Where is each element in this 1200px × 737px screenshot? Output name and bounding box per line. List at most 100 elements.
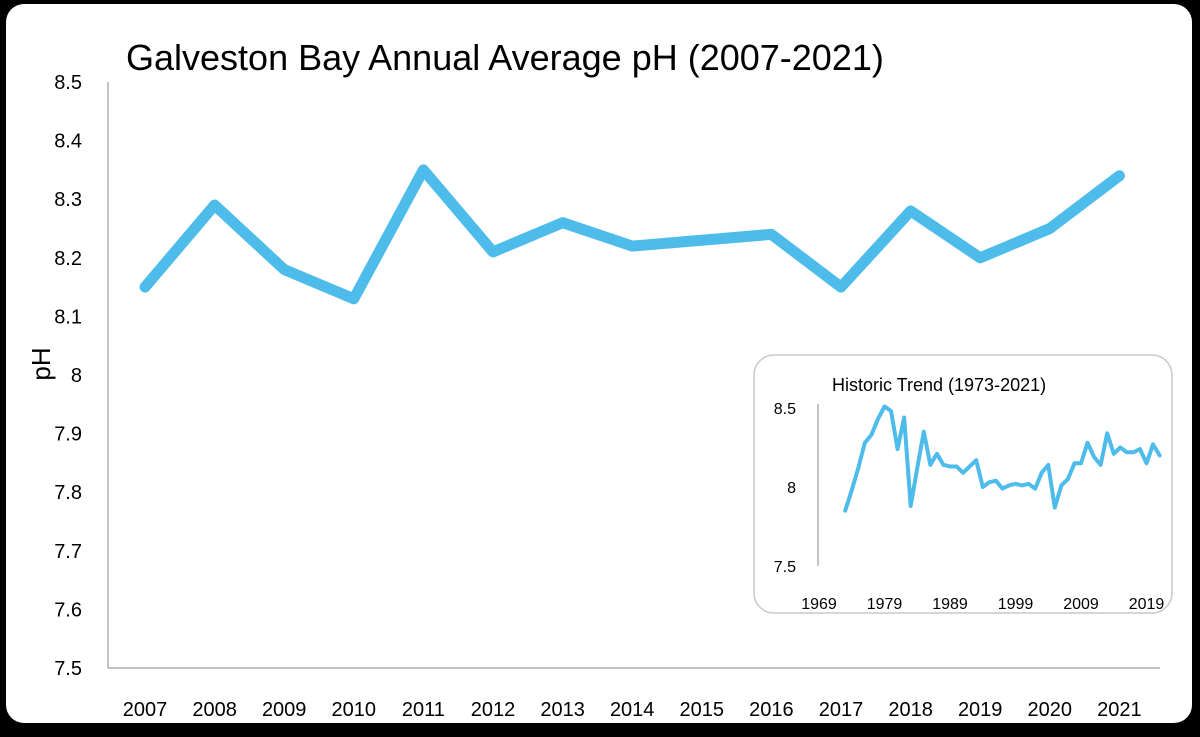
- data-point: [562, 222, 564, 224]
- inset-data-point: [969, 466, 970, 467]
- x-tick-label: 2014: [610, 699, 655, 721]
- inset-x-tick-label: 1999: [998, 596, 1034, 613]
- inset-y-tick-labels: 8.5 8 7.5: [774, 401, 796, 576]
- inset-data-point: [1120, 447, 1121, 448]
- inset-data-point: [1100, 464, 1101, 466]
- data-point: [770, 233, 772, 235]
- inset-data-point: [1139, 448, 1141, 450]
- inset-title: Historic Trend (1973-2021): [832, 375, 1046, 395]
- y-tick-label: 8.1: [54, 306, 82, 328]
- inset-data-point: [877, 418, 879, 420]
- inset-x-tick-label: 1979: [867, 596, 903, 613]
- x-tick-label: 2015: [680, 699, 725, 721]
- inset-x-tick-label: 1969: [801, 596, 837, 613]
- inset-data-point: [1087, 442, 1088, 444]
- x-tick-label: 2011: [402, 699, 445, 721]
- chart-title: Galveston Bay Annual Average pH (2007-20…: [126, 37, 884, 78]
- data-point: [1118, 175, 1120, 177]
- x-tick-label: 2010: [332, 699, 377, 721]
- inset-data-point: [975, 459, 977, 461]
- inset-data-point: [1028, 483, 1029, 485]
- inset-data-point: [1126, 451, 1128, 453]
- inset-data-point: [989, 481, 990, 483]
- inset-data-point: [1106, 432, 1108, 434]
- data-point: [214, 204, 216, 206]
- inset-data-point: [1093, 456, 1095, 458]
- inset-data-point: [1047, 464, 1049, 466]
- y-tick-label: 8.5: [54, 72, 82, 94]
- x-tick-label: 2013: [540, 699, 585, 721]
- inset-data-point: [949, 466, 951, 467]
- x-tick-label: 2018: [888, 699, 933, 721]
- inset-data-point: [1034, 488, 1036, 489]
- data-point: [422, 169, 424, 171]
- data-point: [144, 286, 146, 288]
- x-tick-label: 2016: [749, 699, 794, 721]
- inset-x-tick-label: 2009: [1063, 596, 1099, 613]
- x-tick-labels: 2007 2008 2009 2010 2011 2012 2013 2014 2015 2016…: [123, 699, 1142, 721]
- inset-x-tick-labels: 1969 1979 1989 1999 2009 2019: [801, 596, 1164, 613]
- inset-data-point: [995, 480, 997, 481]
- inset-data-point: [1159, 455, 1160, 456]
- inset-data-point: [890, 410, 892, 412]
- x-tick-label: 2020: [1028, 699, 1073, 721]
- inset-panel: [753, 354, 1173, 614]
- inset-data-point: [903, 417, 905, 418]
- y-tick-label: 8.3: [54, 189, 82, 211]
- data-point: [701, 239, 703, 241]
- inset-data-point: [910, 505, 911, 507]
- x-tick-label: 2007: [123, 699, 168, 721]
- inset-series: [843, 404, 1162, 513]
- inset-data-point: [930, 464, 931, 466]
- x-tick-label: 2021: [1097, 699, 1142, 721]
- y-tick-labels: 8.5 8.4 8.3 8.2 8.1 8 7.9 7.8 7.7 7.6 7.5: [54, 72, 82, 680]
- x-tick-label: 2008: [192, 699, 237, 721]
- inset-data-point: [943, 464, 944, 466]
- x-tick-label: 2017: [819, 699, 864, 721]
- inset-data-point: [897, 448, 898, 450]
- y-tick-label: 8.4: [54, 131, 82, 153]
- inset-data-point: [962, 472, 964, 474]
- data-point: [492, 251, 494, 253]
- y-tick-label: 8.2: [54, 248, 82, 270]
- inset-data-point: [858, 467, 859, 469]
- y-tick-label: 7.9: [54, 424, 82, 446]
- inset-data-point: [844, 510, 846, 512]
- y-tick-label: 7.5: [54, 658, 82, 680]
- inset-y-tick-label: 8: [787, 480, 796, 497]
- y-axis-label: pH: [26, 347, 56, 380]
- y-tick-label: 7.6: [54, 599, 82, 621]
- inset-data-point: [982, 486, 984, 488]
- inset-x-tick-label: 1989: [932, 596, 968, 613]
- data-point: [631, 245, 633, 247]
- inset-data-point: [851, 489, 853, 491]
- inset-data-point: [1054, 507, 1056, 508]
- inset-data-point: [1074, 463, 1075, 464]
- inset-data-point: [936, 453, 938, 455]
- inset-data-point: [1152, 444, 1154, 445]
- inset-data-point: [916, 467, 918, 469]
- x-tick-label: 2019: [958, 699, 1003, 721]
- data-point: [910, 210, 912, 212]
- inset-data-point: [864, 442, 866, 444]
- inset-data-point: [1146, 463, 1147, 464]
- inset-y-tick-label: 7.5: [774, 559, 796, 576]
- inset-data-point: [871, 434, 872, 436]
- data-point: [840, 286, 842, 288]
- y-tick-label: 8: [71, 365, 82, 387]
- inset-data-point: [1015, 483, 1016, 485]
- inset-data-point: [884, 406, 885, 407]
- y-tick-label: 7.8: [54, 482, 82, 504]
- inset-data-point: [923, 431, 925, 433]
- data-point: [979, 257, 981, 259]
- x-tick-label: 2012: [471, 699, 516, 721]
- inset-x-tick-label: 2019: [1129, 596, 1165, 613]
- data-point: [1049, 228, 1051, 229]
- inset-data-point: [1061, 485, 1062, 486]
- inset-data-point: [1002, 488, 1003, 489]
- y-tick-label: 7.7: [54, 541, 82, 563]
- inset-data-point: [1080, 463, 1082, 464]
- inset-data-point: [1021, 485, 1023, 486]
- inset-data-point: [1133, 451, 1134, 453]
